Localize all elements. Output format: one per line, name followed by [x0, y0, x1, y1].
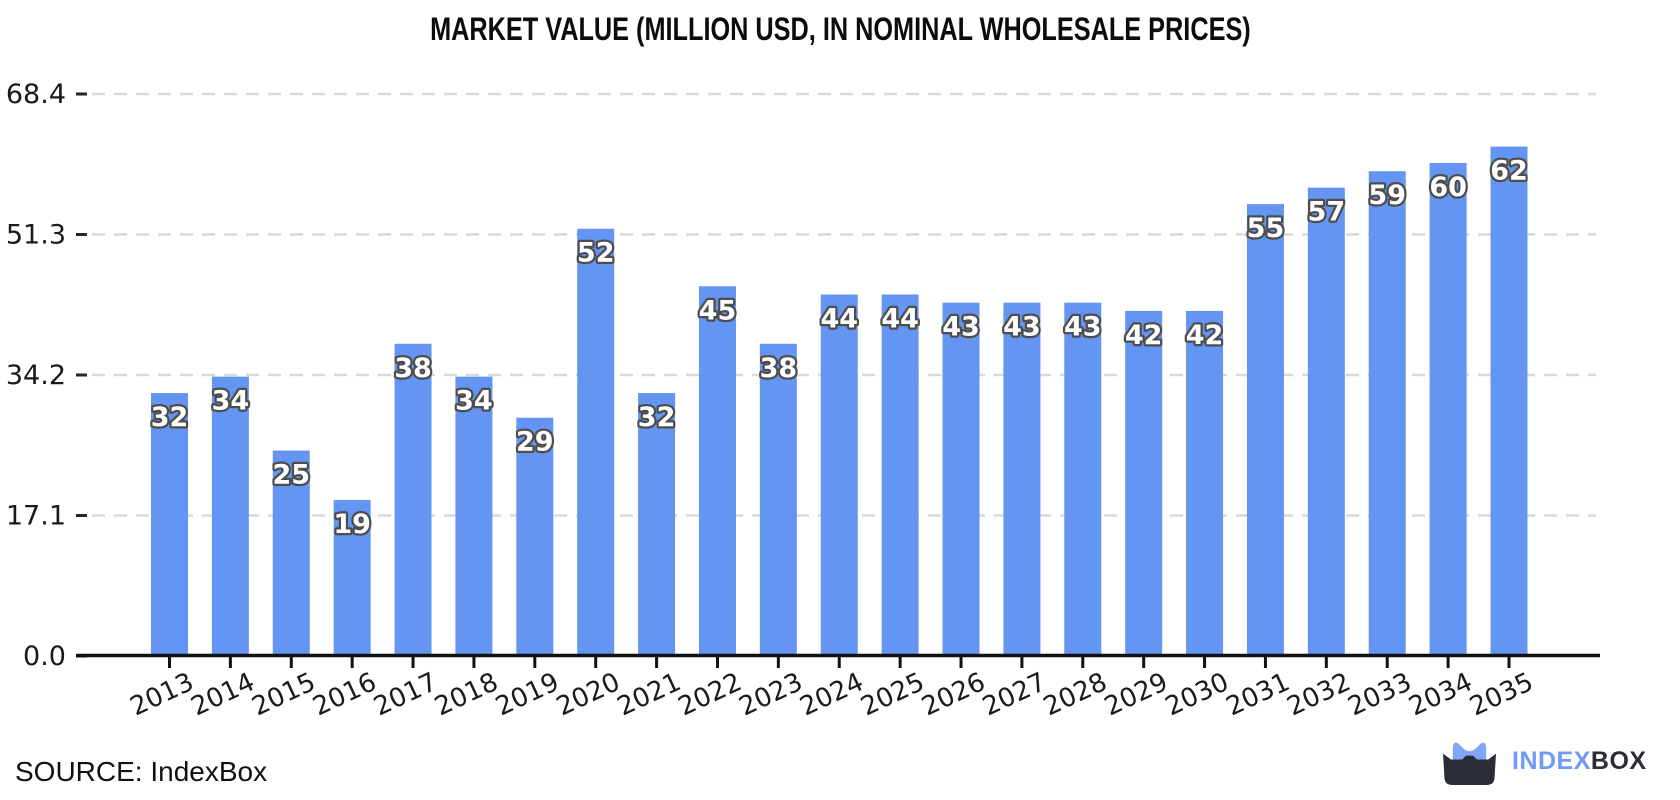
bar-value-label: 43: [1003, 312, 1041, 343]
bar-value-label: 38: [760, 353, 798, 384]
bar-2017: [394, 343, 432, 656]
bar-2016: [333, 499, 371, 656]
bar-2030: [1186, 310, 1224, 656]
bar-2015: [272, 450, 310, 656]
bar-value-label: 44: [881, 303, 919, 334]
y-tick-label: 0.0: [23, 641, 66, 672]
bar-value-label: 52: [577, 238, 615, 269]
bar-value-label: 34: [455, 386, 493, 417]
bar-value-label: 42: [1186, 320, 1224, 351]
bar-2031: [1246, 204, 1284, 656]
bar-value-label: 62: [1490, 156, 1528, 187]
y-tick-label: 34.2: [6, 360, 66, 391]
bar-2024: [820, 294, 858, 656]
bar-value-label: 32: [638, 402, 676, 433]
bar-2028: [1064, 302, 1102, 656]
bar-2013: [151, 393, 188, 656]
bar-value-label: 57: [1308, 197, 1346, 228]
bar-value-label: 38: [394, 353, 432, 384]
indexbox-logo: INDEXBOX: [1440, 736, 1647, 787]
logo-box-shape: [1443, 753, 1496, 786]
bar-2026: [942, 302, 980, 656]
bar-2025: [881, 294, 919, 656]
logo-text: INDEXBOX: [1512, 747, 1647, 776]
bar-2032: [1307, 187, 1345, 656]
bar-2014: [211, 376, 249, 656]
logo-text-box: BOX: [1590, 747, 1647, 775]
bar-2021: [638, 393, 676, 656]
bar-2022: [698, 286, 736, 656]
bar-value-label: 45: [699, 295, 737, 326]
bar-value-label: 59: [1368, 180, 1406, 211]
bar-2033: [1368, 171, 1406, 656]
indexbox-logo-icon: [1443, 742, 1496, 786]
bar-2019: [516, 417, 554, 656]
bar-2027: [1003, 302, 1041, 656]
bar-value-label: 43: [1064, 312, 1102, 343]
y-tick-label: 68.4: [6, 79, 66, 110]
logo-crown-shape: [1452, 742, 1487, 764]
y-tick-label: 17.1: [6, 501, 66, 532]
x-tick-label-2035: 2035: [1465, 667, 1538, 722]
bar-2035: [1490, 146, 1528, 657]
bar-value-label: 29: [516, 427, 554, 458]
bar-2020: [577, 228, 615, 656]
bar-value-label: 32: [151, 402, 189, 433]
bar-2034: [1429, 163, 1467, 656]
bar-value-label: 19: [333, 509, 371, 540]
chart-title-text: MARKET VALUE (MILLION USD, IN NOMINAL WH…: [429, 11, 1251, 47]
y-tick-label: 51.3: [6, 220, 66, 251]
bar-value-label: 43: [942, 312, 980, 343]
bar-value-label: 55: [1247, 213, 1285, 244]
bar-value-label: 25: [272, 460, 310, 491]
bar-2018: [455, 376, 493, 656]
bar-2029: [1125, 310, 1163, 656]
bar-2023: [759, 343, 797, 656]
logo-text-index: INDEX: [1512, 747, 1591, 775]
bar-value-label: 44: [820, 303, 858, 334]
bar-value-label: 34: [212, 386, 250, 417]
bar-value-label: 60: [1429, 172, 1467, 203]
bar-value-label: 42: [1125, 320, 1163, 351]
chart-title: MARKET VALUE (MILLION USD, IN NOMINAL WH…: [0, 11, 1680, 48]
source-label: SOURCE: IndexBox: [15, 756, 268, 787]
